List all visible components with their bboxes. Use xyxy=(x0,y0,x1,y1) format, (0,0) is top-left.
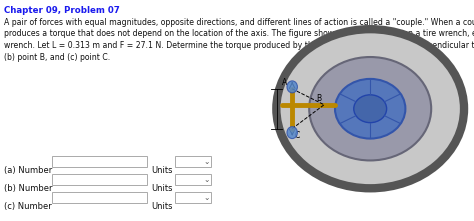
Text: (b) Number: (b) Number xyxy=(4,184,53,193)
Text: ⌄: ⌄ xyxy=(204,175,210,185)
Text: wrench. Let L = 0.313 m and F = 27.1 N. Determine the torque produced by the cou: wrench. Let L = 0.313 m and F = 27.1 N. … xyxy=(4,41,474,50)
Text: Chapter 09, Problem 07: Chapter 09, Problem 07 xyxy=(4,6,120,15)
Ellipse shape xyxy=(354,95,387,123)
Text: A: A xyxy=(282,78,287,87)
Text: Units: Units xyxy=(151,166,173,175)
Text: C: C xyxy=(295,131,300,140)
FancyBboxPatch shape xyxy=(52,174,147,185)
Text: ⌄: ⌄ xyxy=(204,158,210,166)
Ellipse shape xyxy=(335,79,405,139)
FancyBboxPatch shape xyxy=(175,156,211,167)
Text: Units: Units xyxy=(151,202,173,211)
FancyBboxPatch shape xyxy=(52,192,147,203)
FancyBboxPatch shape xyxy=(175,192,211,203)
Text: produces a torque that does not depend on the location of the axis. The figure s: produces a torque that does not depend o… xyxy=(4,29,474,38)
FancyBboxPatch shape xyxy=(175,174,211,185)
Text: ⌄: ⌄ xyxy=(204,194,210,202)
Ellipse shape xyxy=(287,81,297,93)
FancyBboxPatch shape xyxy=(52,156,147,167)
Text: (c) Number: (c) Number xyxy=(4,202,52,211)
Text: A pair of forces with equal magnitudes, opposite directions, and different lines: A pair of forces with equal magnitudes, … xyxy=(4,18,474,27)
Ellipse shape xyxy=(287,127,297,139)
Text: (a) Number: (a) Number xyxy=(4,166,52,175)
Ellipse shape xyxy=(309,57,431,160)
Text: (b) point B, and (c) point C.: (b) point B, and (c) point C. xyxy=(4,53,110,61)
Ellipse shape xyxy=(276,29,464,188)
Text: B: B xyxy=(316,94,321,103)
Text: Units: Units xyxy=(151,184,173,193)
